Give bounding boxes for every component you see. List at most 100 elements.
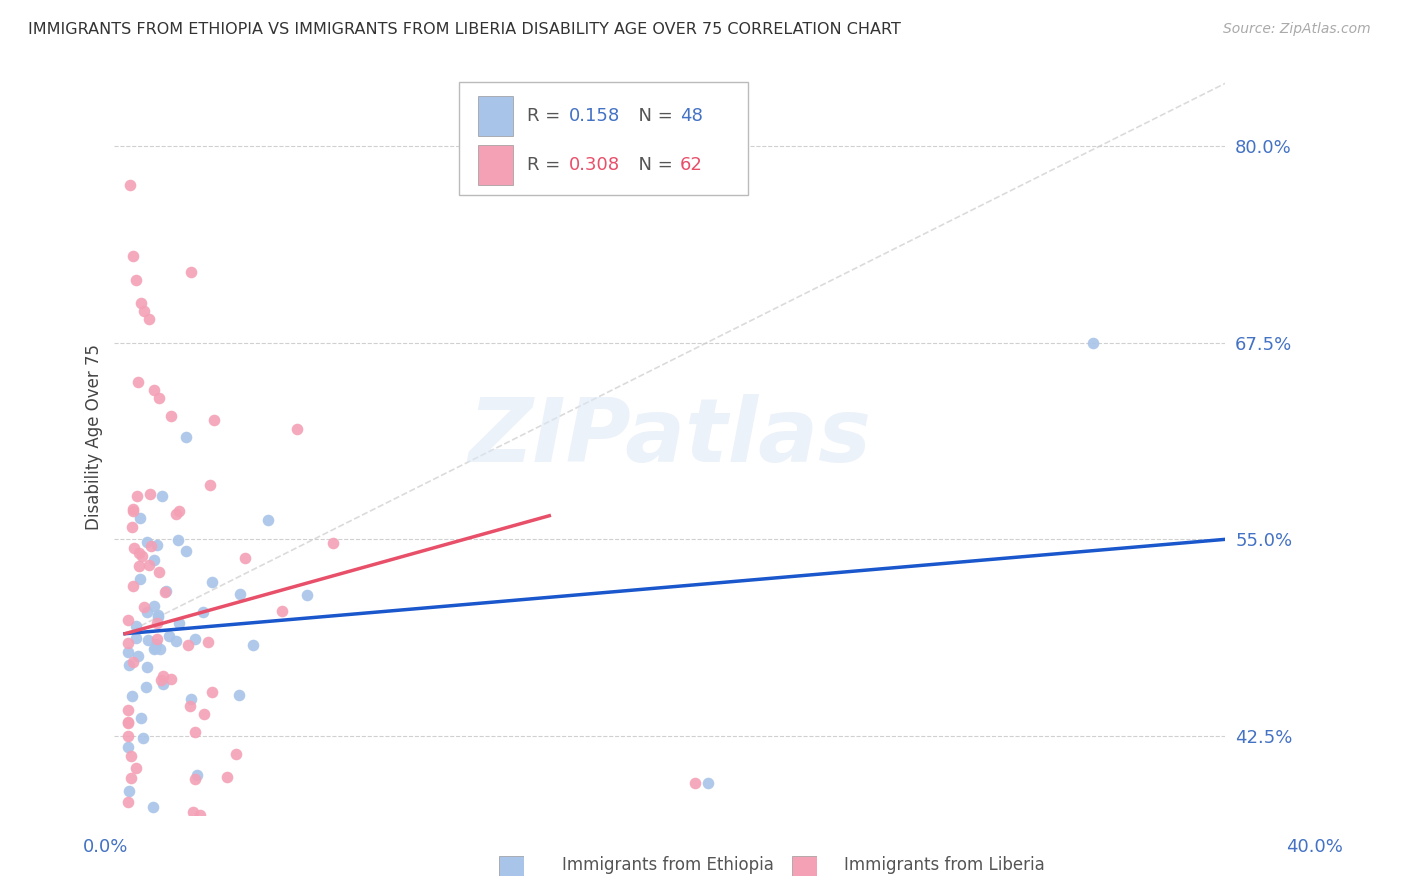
Point	[117, 613, 139, 627]
Text: 40.0%: 40.0%	[1286, 838, 1343, 855]
Point	[143, 383, 166, 397]
Point	[124, 541, 146, 555]
Text: 62: 62	[681, 156, 703, 174]
Point	[225, 747, 247, 761]
Point	[125, 619, 148, 633]
Text: 0.158: 0.158	[569, 107, 620, 125]
Text: 0.0%: 0.0%	[83, 838, 128, 855]
Point	[143, 640, 166, 655]
Point	[122, 504, 145, 518]
Point	[117, 657, 139, 672]
Point	[120, 771, 142, 785]
Point	[174, 544, 197, 558]
Point	[135, 605, 157, 619]
Point	[117, 715, 139, 730]
Text: Immigrants from Liberia: Immigrants from Liberia	[844, 856, 1045, 874]
Point	[233, 550, 256, 565]
Point	[121, 579, 143, 593]
Point	[295, 588, 318, 602]
Point	[117, 795, 139, 809]
Point	[190, 807, 212, 822]
Point	[142, 799, 165, 814]
Point	[132, 304, 155, 318]
Point	[125, 489, 148, 503]
Point	[270, 604, 292, 618]
Point	[148, 565, 170, 579]
Point	[121, 502, 143, 516]
Point	[117, 636, 139, 650]
Point	[117, 645, 139, 659]
Point	[157, 629, 180, 643]
Point	[132, 731, 155, 746]
Point	[160, 409, 183, 423]
Point	[131, 549, 153, 563]
Point	[697, 776, 720, 790]
Point	[128, 558, 150, 573]
Point	[229, 587, 252, 601]
Point	[129, 511, 152, 525]
Point	[138, 312, 160, 326]
Text: ZIPatlas: ZIPatlas	[468, 393, 872, 481]
Point	[200, 477, 222, 491]
Text: 48: 48	[681, 107, 703, 125]
Point	[180, 265, 202, 279]
Point	[228, 688, 250, 702]
Point	[117, 740, 139, 755]
Point	[683, 776, 706, 790]
Point	[136, 660, 159, 674]
Text: Source: ZipAtlas.com: Source: ZipAtlas.com	[1223, 22, 1371, 37]
Point	[180, 691, 202, 706]
Point	[186, 768, 208, 782]
Point	[153, 585, 176, 599]
Point	[132, 600, 155, 615]
Point	[143, 642, 166, 657]
Point	[145, 632, 167, 647]
Text: N =: N =	[627, 156, 678, 174]
Point	[127, 375, 149, 389]
Point	[120, 178, 142, 193]
Point	[193, 706, 215, 721]
Text: 0.308: 0.308	[569, 156, 620, 174]
Point	[127, 648, 149, 663]
Point	[184, 725, 207, 739]
Point	[146, 538, 169, 552]
Point	[166, 533, 188, 547]
Point	[142, 599, 165, 614]
Point	[169, 615, 191, 630]
Point	[117, 730, 139, 744]
Point	[159, 673, 181, 687]
Point	[150, 489, 173, 503]
Point	[179, 699, 201, 714]
Point	[184, 632, 207, 647]
Point	[165, 634, 187, 648]
Text: R =: R =	[527, 156, 565, 174]
Point	[146, 609, 169, 624]
Point	[118, 784, 141, 798]
Point	[138, 558, 160, 573]
Point	[139, 539, 162, 553]
Text: R =: R =	[527, 107, 565, 125]
Text: IMMIGRANTS FROM ETHIOPIA VS IMMIGRANTS FROM LIBERIA DISABILITY AGE OVER 75 CORRE: IMMIGRANTS FROM ETHIOPIA VS IMMIGRANTS F…	[28, 22, 901, 37]
Point	[136, 632, 159, 647]
Point	[257, 513, 280, 527]
Point	[129, 711, 152, 725]
Point	[201, 685, 224, 699]
Point	[121, 689, 143, 703]
Point	[152, 669, 174, 683]
Point	[150, 673, 173, 688]
Point	[167, 504, 190, 518]
FancyBboxPatch shape	[458, 82, 748, 195]
Point	[121, 520, 143, 534]
Point	[1081, 335, 1104, 350]
Point	[122, 249, 145, 263]
Text: N =: N =	[627, 107, 678, 125]
Point	[125, 632, 148, 646]
Point	[142, 553, 165, 567]
Point	[129, 296, 152, 310]
Point	[120, 748, 142, 763]
Point	[125, 761, 148, 775]
Point	[176, 430, 198, 444]
Y-axis label: Disability Age Over 75: Disability Age Over 75	[86, 344, 103, 530]
Point	[117, 703, 139, 717]
Point	[149, 641, 172, 656]
